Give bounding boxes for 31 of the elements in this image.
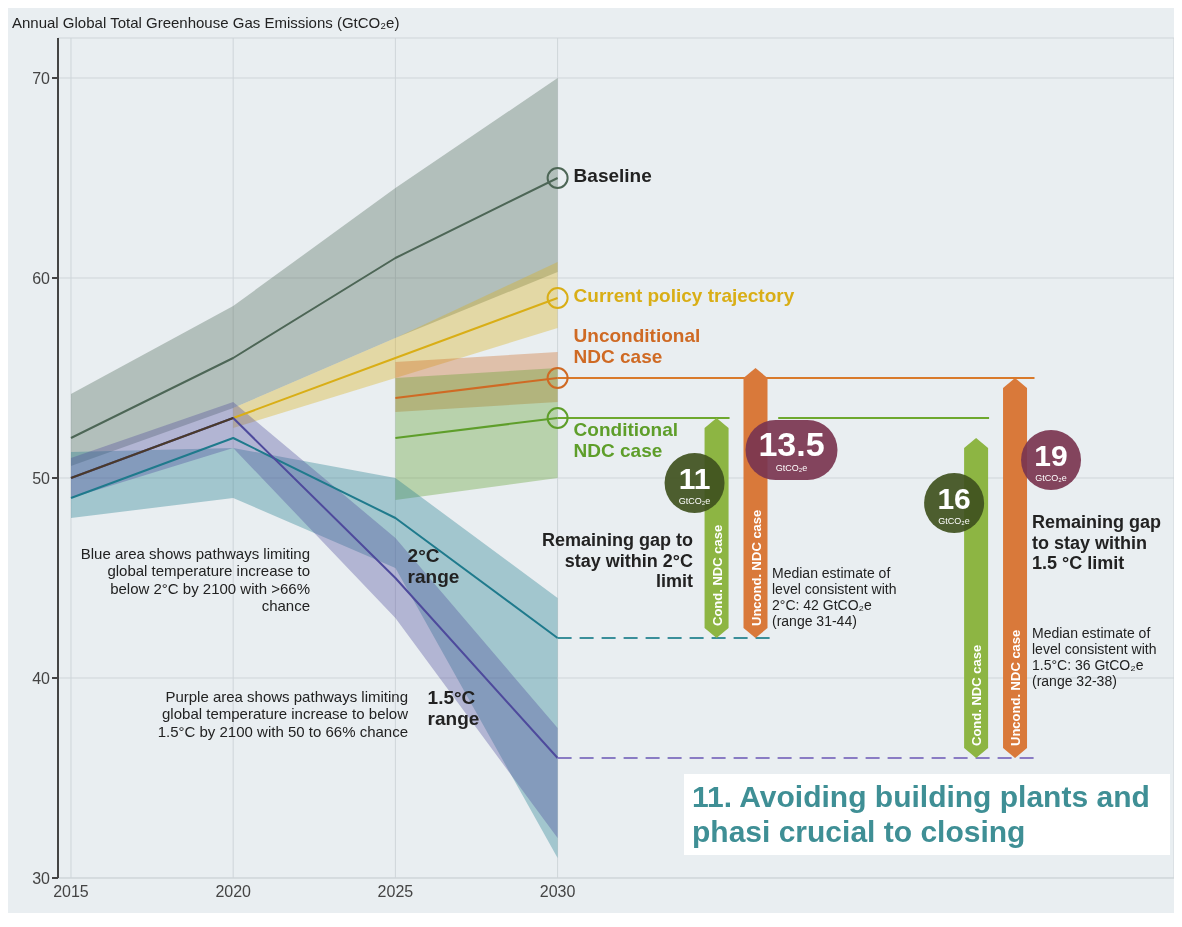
series-label: Current policy trajectory xyxy=(573,285,796,307)
text: Uncond. NDC case xyxy=(1008,629,1024,746)
annotation: Median estimate of level consistent with 2°C: 42 GtCO₂e (range 31-44) xyxy=(772,565,898,630)
x-tick-label: 2020 xyxy=(215,883,252,901)
x-tick-label: 2025 xyxy=(377,883,414,901)
text: Cond. NDC case xyxy=(969,644,985,746)
y-tick-label: 40 xyxy=(32,669,51,687)
series-label: 2°C range xyxy=(407,545,461,588)
annotation: Median estimate of level consistent with 1.5°C: 36 GtCO₂e (range 32-38) xyxy=(1032,625,1158,690)
data-label: 16 GtCO₂e xyxy=(937,482,971,526)
data-label: 13.5 GtCO₂e xyxy=(758,425,825,473)
series-label: Conditional NDC case xyxy=(573,419,680,462)
data-label: 19 GtCO₂e xyxy=(1034,439,1068,483)
series-label: 1.5°C range xyxy=(427,687,481,730)
annotation: 11. Avoiding building plants and phasi crucial to closing xyxy=(684,774,1170,855)
annotation: Remaining gap to stay within 1.5 °C limit xyxy=(1032,512,1162,575)
x-tick-label: 2015 xyxy=(53,883,89,901)
annotation: Blue area shows pathways limiting global temperature increase to below 2°C by 2100 with >66% chance xyxy=(79,545,310,614)
series-label: Uncond. NDC case xyxy=(748,509,764,626)
annotation: Remaining gap to stay within 2°C limit xyxy=(541,530,693,593)
x-tick-label: 2030 xyxy=(539,883,576,901)
y-tick-label: 60 xyxy=(32,269,51,287)
series-label: Cond. NDC case xyxy=(709,524,725,626)
chart-title: Annual Global Total Greenhouse Gas Emissions (GtCO₂e) xyxy=(12,14,400,31)
data-label: 11 GtCO₂e xyxy=(678,462,711,506)
series-label: Unconditional NDC case xyxy=(573,325,702,368)
y-tick-label: 70 xyxy=(32,69,51,87)
y-tick-label: 50 xyxy=(32,469,51,487)
y-tick-label: 30 xyxy=(32,869,51,887)
annotation: Purple area shows pathways limiting global temperature increase to below 1.5°C by 2100 with 50 to 66% chance xyxy=(156,688,408,740)
series-label: Baseline xyxy=(573,165,653,187)
